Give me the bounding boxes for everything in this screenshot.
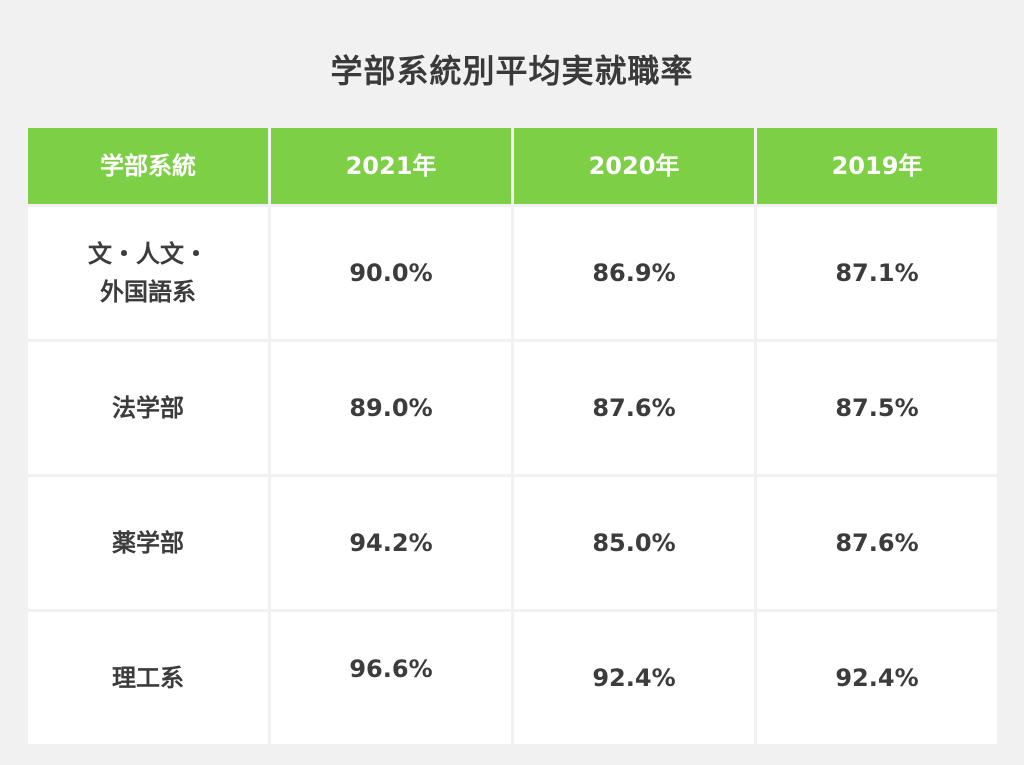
row-label-science-engineering: 理工系 (28, 612, 268, 744)
row-label-law: 法学部 (28, 342, 268, 474)
row-label-humanities-line1: 文・人文・ (88, 239, 208, 268)
cell-law-2019: 87.5% (757, 342, 997, 474)
column-header-2020: 2020年 (514, 128, 754, 204)
row-label-humanities: 文・人文・ 外国語系 (28, 207, 268, 339)
column-header-2019: 2019年 (757, 128, 997, 204)
column-header-faculty: 学部系統 (28, 128, 268, 204)
rate-table: 学部系統 2021年 2020年 2019年 文・人文・ 外国語系 90.0% … (28, 128, 997, 744)
cell-law-2021: 89.0% (271, 342, 511, 474)
cell-humanities-2021: 90.0% (271, 207, 511, 339)
cell-pharmacy-2020: 85.0% (514, 477, 754, 609)
column-header-2021: 2021年 (271, 128, 511, 204)
chart-title: 学部系統別平均実就職率 (330, 52, 694, 90)
row-label-humanities-line2: 外国語系 (100, 278, 196, 306)
cell-humanities-2019: 87.1% (757, 207, 997, 339)
cell-science-engineering-2019: 92.4% (757, 612, 997, 744)
cell-law-2020: 87.6% (514, 342, 754, 474)
cell-humanities-2020: 86.9% (514, 207, 754, 339)
cell-pharmacy-2021: 94.2% (271, 477, 511, 609)
cell-pharmacy-2019: 87.6% (757, 477, 997, 609)
cell-science-engineering-2021: 96.6% (271, 612, 511, 744)
cell-science-engineering-2020: 92.4% (514, 612, 754, 744)
row-label-pharmacy: 薬学部 (28, 477, 268, 609)
